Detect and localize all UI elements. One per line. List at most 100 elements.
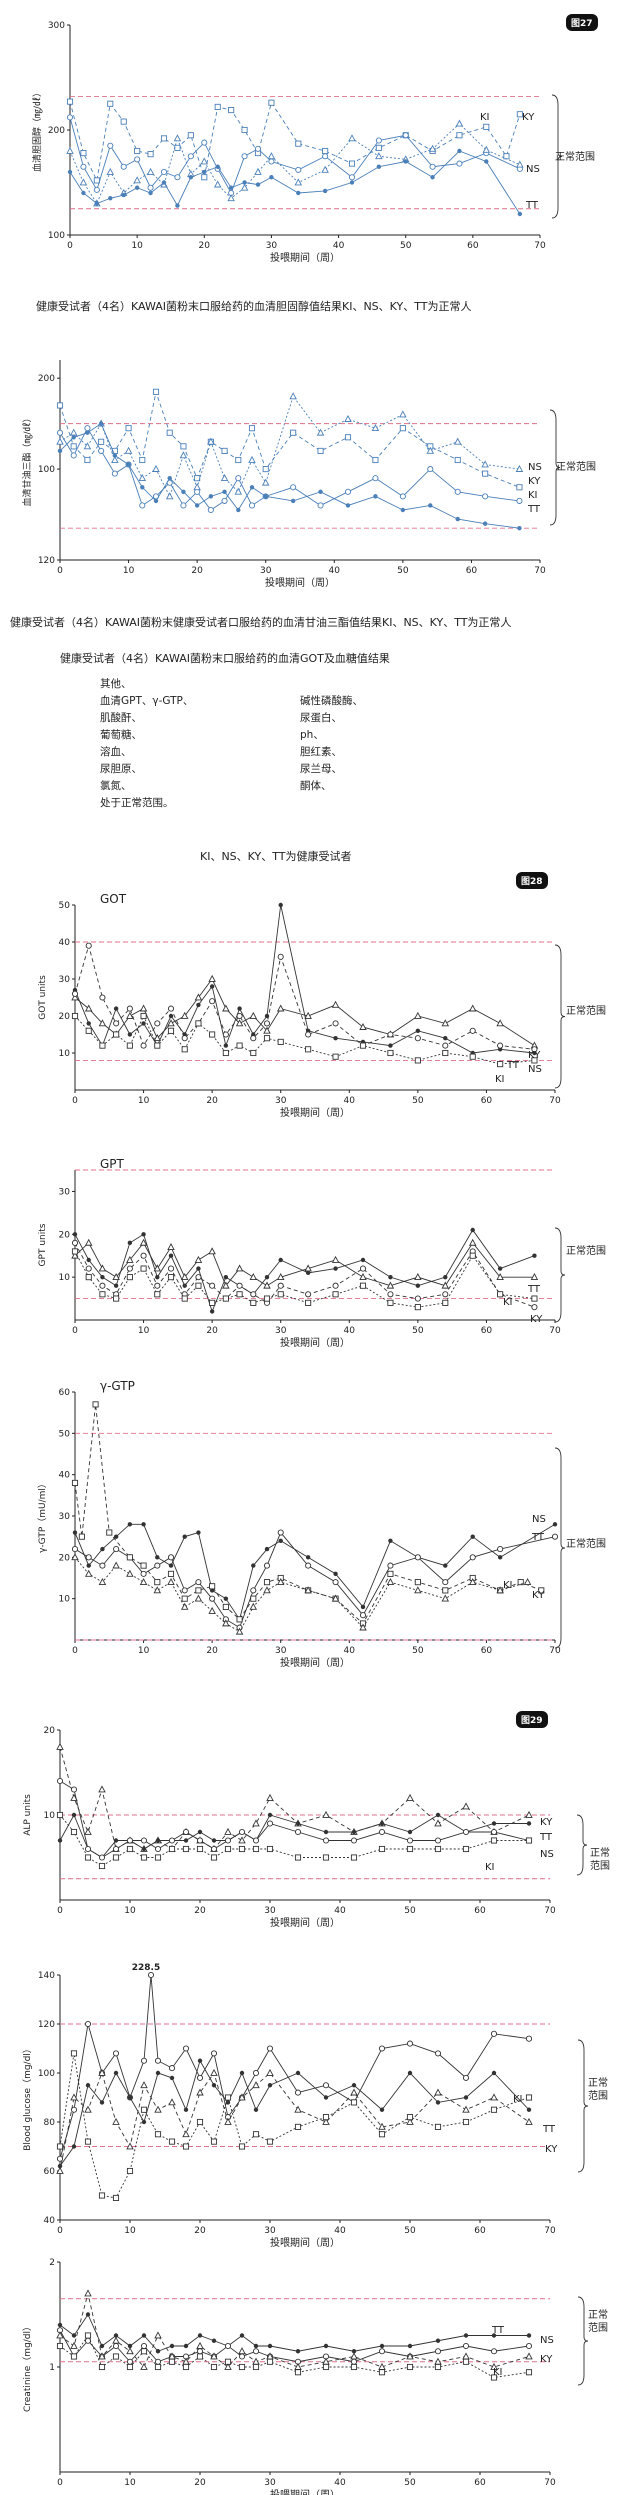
data-point-ki xyxy=(56,2155,64,2162)
data-point-tt xyxy=(99,1562,106,1569)
data-point-ns xyxy=(388,1538,393,1544)
series-line-tt xyxy=(59,422,520,529)
data-point-tt xyxy=(296,190,301,196)
x-tick-label: 40 xyxy=(334,1906,346,1916)
y-axis-label: Creatinine（mg/dl） xyxy=(22,2322,33,2412)
data-point-ki xyxy=(277,1038,284,1045)
data-point-ns xyxy=(516,484,523,491)
data-point-ki xyxy=(153,1586,162,1594)
data-point-ky xyxy=(378,2131,386,2138)
data-point-tt xyxy=(323,2343,329,2349)
data-point-ki xyxy=(378,1845,386,1853)
data-point-ky xyxy=(180,502,187,509)
data-point-tt xyxy=(400,507,406,513)
data-point-ki xyxy=(375,152,383,160)
data-point-ns xyxy=(85,1274,92,1281)
data-point-ki xyxy=(71,1553,79,1561)
data-point-ns xyxy=(322,1837,330,1844)
data-point-tt xyxy=(140,485,145,490)
data-point-tt xyxy=(113,1546,120,1553)
data-point-ki xyxy=(234,487,243,495)
x-tick-label: 0 xyxy=(72,1646,78,1656)
data-point-ns xyxy=(344,434,352,441)
data-point-ki xyxy=(462,2074,470,2081)
data-point-ns xyxy=(168,2098,176,2106)
normal-range-label: 范围 xyxy=(588,2089,608,2102)
data-point-ky xyxy=(71,993,79,1001)
data-point-ky xyxy=(406,2114,414,2121)
data-point-ki xyxy=(359,1042,367,1049)
x-tick-label: 60 xyxy=(466,566,478,576)
data-point-ki xyxy=(113,1031,120,1038)
data-point-ky xyxy=(194,993,203,1001)
series-label-ns: NS xyxy=(528,462,542,473)
data-point-tt xyxy=(154,1562,161,1569)
series-label-ki: KI xyxy=(513,2094,523,2105)
data-point-ki xyxy=(56,437,64,445)
data-point-ki xyxy=(222,1281,230,1289)
x-axis-label: 投喂期间（周） xyxy=(280,1336,350,1349)
data-point-ki xyxy=(344,414,352,422)
data-point-tt xyxy=(322,188,328,194)
series-label-ki: KI xyxy=(485,1862,495,1873)
data-point-ns xyxy=(196,2348,204,2355)
data-point-ns xyxy=(322,153,329,160)
data-point-ns xyxy=(154,1845,162,1853)
data-point-ki xyxy=(254,167,262,175)
data-point-ky xyxy=(56,429,64,436)
para-line: 碱性磷酸酶、 xyxy=(300,695,363,707)
data-point-tt xyxy=(379,2107,385,2112)
data-point-ns xyxy=(209,1299,216,1306)
x-axis-label: 投喂期间（周） xyxy=(280,1656,350,1669)
data-point-ns xyxy=(305,1031,312,1038)
data-point-tt xyxy=(373,494,378,499)
series-line-tt xyxy=(74,1531,556,1629)
data-point-ns xyxy=(469,1252,476,1259)
series-label-ky: KY xyxy=(522,112,535,123)
figure-tag-29: 图29 xyxy=(516,1711,548,1728)
data-point-tt xyxy=(407,1829,413,1835)
data-point-ki xyxy=(126,1845,134,1853)
x-tick-label: 40 xyxy=(334,2226,346,2236)
data-point-tt xyxy=(181,1587,188,1594)
data-point-ky xyxy=(208,974,216,982)
data-point-ns xyxy=(167,1005,175,1012)
data-point-tt xyxy=(228,185,234,190)
data-point-ki xyxy=(167,1027,175,1034)
data-point-ki xyxy=(294,2369,302,2376)
data-point-ky xyxy=(344,488,352,495)
data-point-ns xyxy=(250,1299,257,1306)
data-point-ky xyxy=(317,502,324,509)
range-brace xyxy=(577,2296,589,2386)
data-point-ki xyxy=(112,1854,120,1861)
data-point-ns xyxy=(434,1837,442,1844)
data-point-tt xyxy=(430,175,435,180)
data-point-ki xyxy=(210,2050,218,2057)
x-tick-label: 50 xyxy=(404,1906,416,1916)
data-point-ns xyxy=(263,1295,271,1302)
data-point-ki xyxy=(371,424,380,432)
data-point-ky xyxy=(266,2138,274,2145)
data-point-tt xyxy=(359,1612,367,1619)
data-point-tt xyxy=(318,489,323,495)
data-point-ki xyxy=(304,1586,312,1594)
data-point-ki xyxy=(84,1854,92,1861)
data-point-ki xyxy=(249,1272,258,1280)
y-tick-label: 10 xyxy=(59,1595,71,1605)
data-point-ns xyxy=(490,1828,498,1836)
data-point-ns xyxy=(252,2348,260,2355)
data-point-ki xyxy=(289,392,297,400)
data-point-ns xyxy=(160,168,168,176)
data-point-ki xyxy=(414,1586,422,1594)
data-point-ns xyxy=(497,1291,504,1298)
data-point-ns xyxy=(224,1837,232,1844)
data-point-ns xyxy=(168,1837,176,1844)
data-point-ns xyxy=(147,184,154,191)
data-point-tt xyxy=(551,1533,559,1540)
data-point-ky xyxy=(414,1011,422,1019)
data-point-ky xyxy=(167,1265,175,1272)
data-point-tt xyxy=(99,2100,105,2105)
data-point-tt xyxy=(183,2107,189,2112)
series-line-ki xyxy=(59,1974,530,2159)
data-point-ki xyxy=(490,1837,498,1844)
